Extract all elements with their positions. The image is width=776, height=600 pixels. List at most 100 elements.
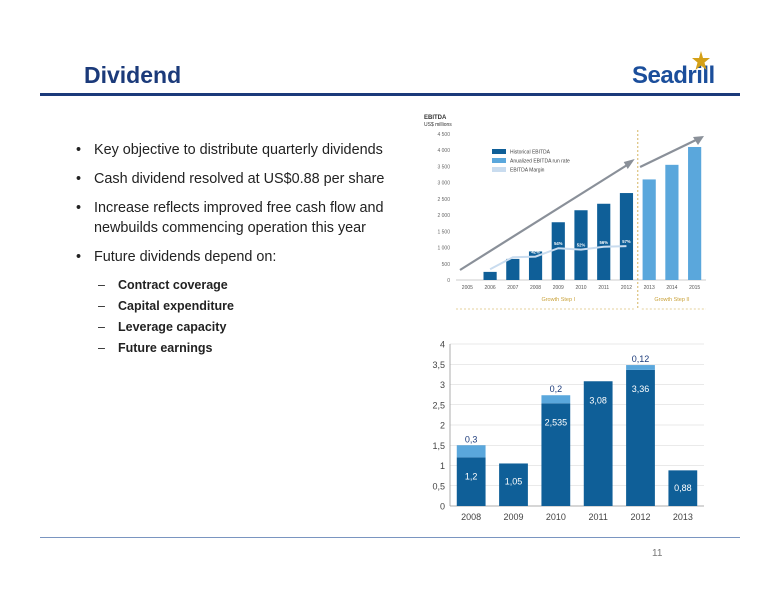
legend-label: Anualized EBITDA run rate	[510, 159, 570, 165]
margin-label: 54%	[554, 241, 563, 246]
x-tick-label: 2010	[575, 285, 586, 291]
x-tick-label: 2015	[689, 285, 700, 291]
margin-label: 57%	[622, 239, 631, 244]
legend-label: Historical EBITDA	[510, 150, 551, 156]
historical-ebitda-bar	[619, 193, 634, 280]
dividend-bar	[541, 403, 571, 506]
runrate-ebitda-bar	[642, 179, 656, 280]
footer-rule	[40, 537, 740, 538]
dividend-bar	[583, 381, 613, 506]
bar-value-label: 3,36	[632, 384, 650, 394]
historical-ebitda-bar	[528, 251, 543, 280]
y-tick-label: 3	[440, 380, 445, 390]
margin-label: 41%	[509, 250, 518, 255]
x-tick-label: 2014	[666, 285, 677, 291]
x-tick-label: 2013	[673, 512, 693, 522]
x-tick-label: 2011	[598, 285, 609, 291]
y-tick-label: 2,5	[432, 400, 445, 410]
bullet-item: Cash dividend resolved at US$0.88 per sh…	[76, 169, 396, 189]
x-tick-label: 2010	[546, 512, 566, 522]
sub-bullet-list: Contract coverage Capital expenditure Le…	[94, 275, 396, 359]
seadrill-logo: Seadrill	[632, 50, 716, 94]
dividend-bar	[626, 369, 655, 506]
growth-arrow-line	[639, 138, 699, 168]
dividend-bar	[668, 470, 698, 506]
historical-ebitda-bar	[574, 210, 588, 280]
sub-bullet-item: Capital expenditure	[94, 296, 396, 317]
star-icon	[692, 51, 710, 70]
x-tick-label: 2005	[462, 285, 473, 291]
margin-label: 24%	[486, 262, 495, 267]
growth-step-label: Growth Step II	[654, 297, 690, 303]
x-tick-label: 2008	[461, 512, 481, 522]
x-tick-label: 2012	[621, 285, 632, 291]
bar-value-label: 1,05	[505, 477, 523, 487]
y-tick-label: 1,5	[432, 441, 445, 451]
chart-title: EBITDA	[424, 115, 447, 121]
bar-value-label: 0,88	[674, 483, 692, 493]
x-tick-label: 2012	[630, 512, 650, 522]
y-axis-label: US$ millions	[424, 122, 452, 128]
x-tick-label: 2006	[485, 285, 496, 291]
runrate-ebitda-bar	[665, 164, 679, 280]
dividend-chart: 0 0,5 1 1,5 2 2,5 3 3,5 4 1,2 0,3 2008 1,05 2009 2,535…	[432, 340, 704, 522]
legend-swatch	[492, 167, 506, 172]
y-tick-label: 0	[447, 278, 450, 284]
y-tick-label: 500	[442, 262, 451, 268]
y-tick-label: 3 000	[437, 181, 450, 187]
header-rule	[40, 93, 740, 96]
y-tick-label: 0,5	[432, 481, 445, 491]
margin-label: 56%	[600, 240, 609, 245]
y-tick-label: 4 000	[437, 148, 450, 154]
bullet-item: Future dividends depend on: Contract cov…	[76, 247, 396, 359]
extra-dividend-bar	[456, 445, 486, 458]
page-number: 11	[652, 548, 663, 559]
dividend-bar	[499, 463, 528, 506]
sub-bullet-item: Future earnings	[94, 338, 396, 359]
y-tick-label: 1 500	[437, 229, 450, 235]
logo-wordmark: Seadrill	[632, 62, 715, 89]
extra-value-label: 0,12	[632, 354, 650, 364]
bullet-text: Future dividends depend on:	[94, 249, 277, 265]
margin-label: 42%	[531, 250, 540, 255]
y-tick-label: 1 000	[437, 246, 450, 252]
historical-ebitda-bar	[506, 258, 520, 280]
growth-arrow-head	[623, 159, 635, 169]
y-tick-label: 3 500	[437, 164, 450, 170]
x-tick-label: 2009	[503, 512, 523, 522]
slide-title: Dividend	[84, 62, 182, 88]
x-tick-label: 2011	[588, 512, 607, 522]
bullet-list: Key objective to distribute quarterly di…	[76, 140, 396, 368]
historical-ebitda-bar	[483, 271, 497, 280]
bar-value-label: 3,08	[589, 395, 607, 405]
bar-value-label: 1,2	[465, 471, 478, 481]
y-tick-label: 2	[440, 421, 445, 431]
legend-label: EBITDA Margin	[510, 168, 545, 174]
margin-label: 52%	[577, 243, 586, 248]
y-tick-label: 1	[440, 461, 445, 471]
dividend-bar	[456, 457, 486, 506]
extra-dividend-bar	[541, 395, 571, 404]
y-tick-label: 4 500	[437, 132, 450, 138]
extra-value-label: 0,2	[550, 384, 563, 394]
y-tick-label: 4	[440, 340, 445, 350]
legend-swatch	[492, 149, 506, 154]
ebitda-margin-line	[489, 245, 627, 271]
y-tick-label: 0	[440, 502, 445, 512]
sub-bullet-item: Leverage capacity	[94, 317, 396, 338]
y-tick-label: 3,5	[432, 360, 445, 370]
historical-ebitda-bar	[551, 222, 565, 280]
extra-dividend-bar	[626, 365, 655, 370]
growth-arrow-line	[459, 163, 630, 271]
growth-arrow-head	[693, 136, 704, 145]
sub-bullet-item: Contract coverage	[94, 275, 396, 296]
legend-swatch	[492, 158, 506, 163]
y-tick-label: 2 500	[437, 197, 450, 203]
x-tick-label: 2013	[644, 285, 655, 291]
growth-step-label: Growth Step I	[541, 297, 575, 303]
x-tick-label: 2007	[507, 285, 518, 291]
bar-value-label: 2,535	[545, 417, 568, 427]
x-tick-label: 2009	[553, 285, 564, 291]
extra-value-label: 0,3	[465, 434, 478, 444]
